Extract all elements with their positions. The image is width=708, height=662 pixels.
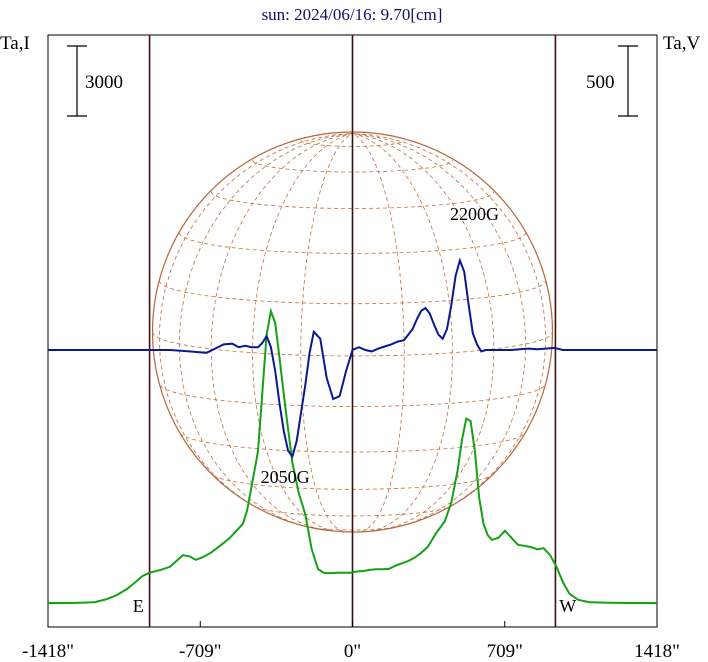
chart-title: sun: 2024/06/16: 9.70[cm]	[262, 5, 443, 24]
longitude-line	[158, 133, 353, 515]
latitude-line	[210, 191, 495, 209]
x-tick-label: -709"	[179, 641, 222, 662]
longitude-line	[300, 133, 353, 532]
field-strength-annotation: 2050G	[261, 467, 310, 487]
limb-label: E	[133, 596, 144, 616]
x-ticks: -1418" -709" 0" 709" 1418"	[22, 621, 680, 662]
latitude-line	[179, 432, 526, 453]
longitude-line	[352, 133, 527, 528]
vertical-lines	[148, 35, 557, 627]
x-tick-label: 1418"	[634, 641, 680, 662]
longitude-line	[352, 133, 405, 532]
longitude-line	[178, 133, 353, 528]
right-axis-label: Ta,V	[663, 33, 700, 54]
right-scale-bar: 500	[586, 45, 638, 117]
left-axis-label: Ta,I	[0, 33, 30, 54]
longitude-line	[352, 133, 547, 515]
field-strength-annotation: 2200G	[450, 204, 499, 224]
right-scale-label: 500	[586, 72, 615, 93]
longitude-line	[210, 133, 353, 531]
x-tick-label: -1418"	[22, 641, 74, 662]
annotations: 2050G 2200G	[261, 204, 499, 487]
x-tick-label: 0"	[344, 641, 361, 662]
longitude-line	[352, 133, 453, 532]
latitude-line	[252, 159, 453, 173]
left-scale-bar: 3000	[67, 45, 123, 117]
longitude-line	[352, 133, 495, 531]
polarization-line	[48, 257, 657, 459]
x-tick-label: 709"	[487, 641, 523, 662]
limb-label: W	[559, 596, 576, 616]
left-scale-label: 3000	[85, 72, 123, 93]
intensity-line	[48, 307, 657, 604]
longitude-line	[252, 133, 353, 532]
